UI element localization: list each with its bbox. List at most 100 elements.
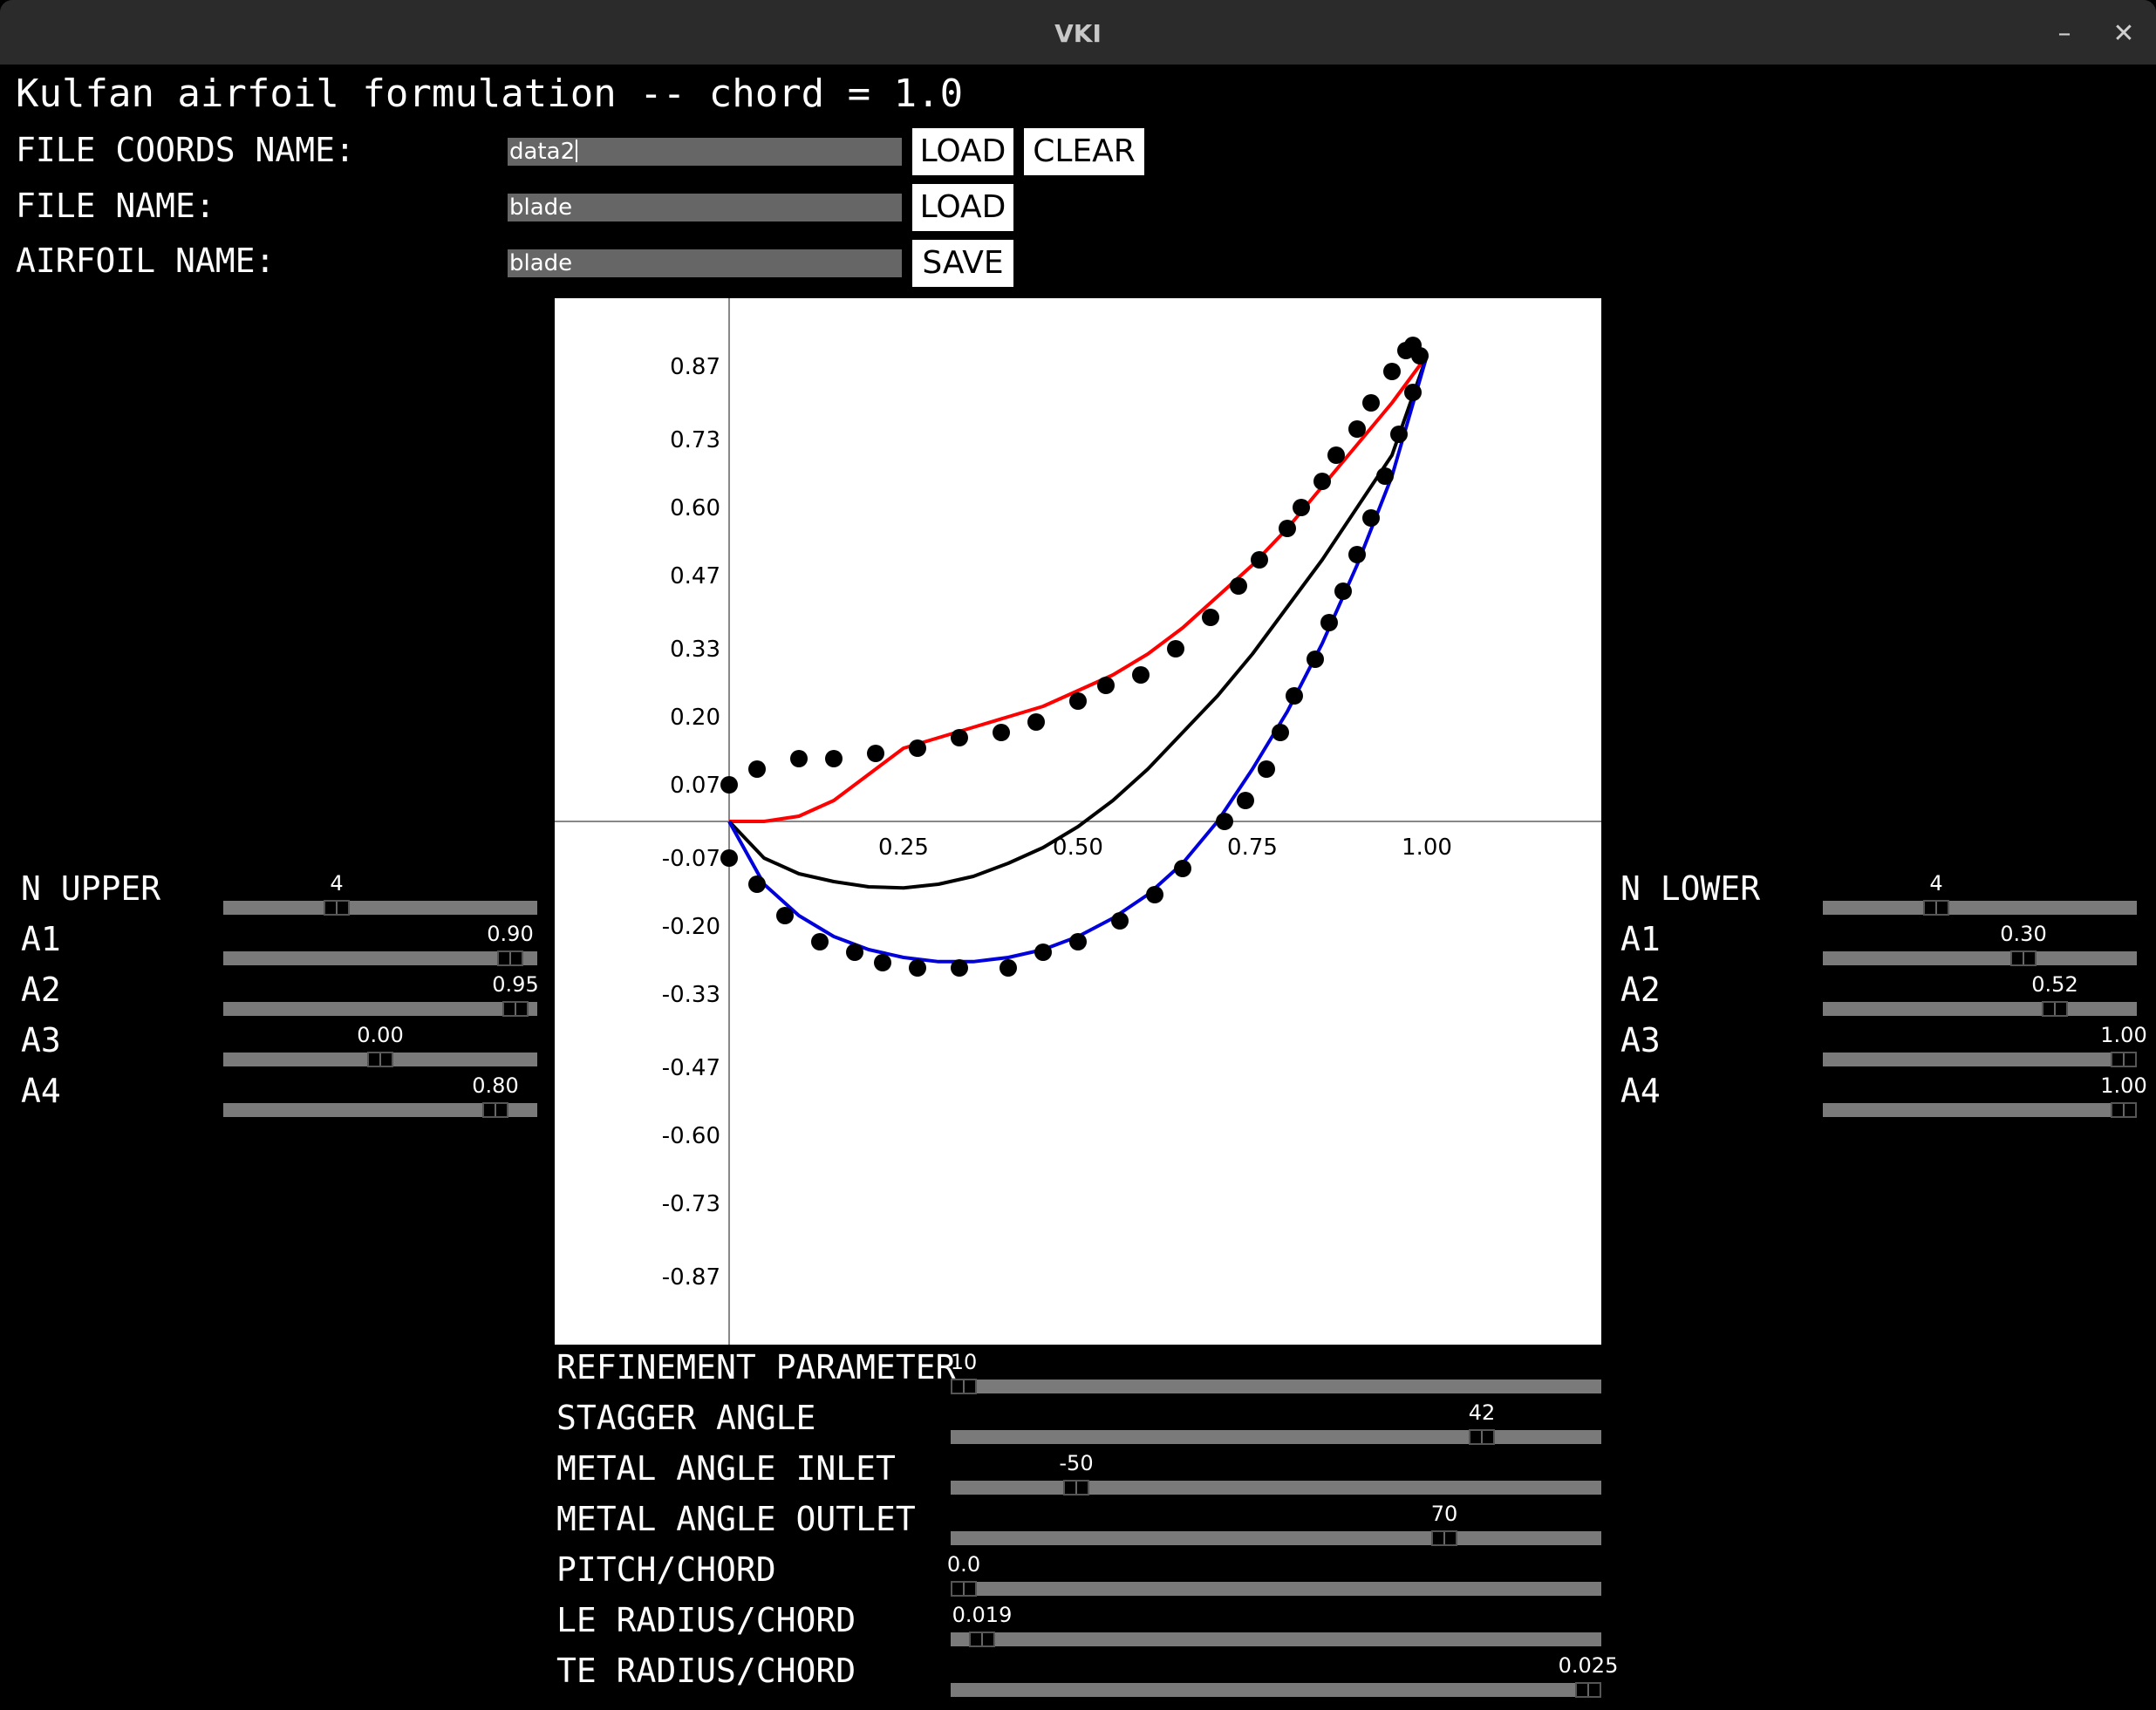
blade-param-slider[interactable] xyxy=(951,1581,1601,1597)
data-point xyxy=(1362,509,1380,527)
file-coords-value: data2 xyxy=(509,139,576,165)
text-caret xyxy=(576,140,578,162)
lower-param-label: A3 xyxy=(1620,1021,1661,1059)
lower-param-value: 0.52 xyxy=(2031,972,2078,997)
file-name-input[interactable]: blade xyxy=(508,194,902,221)
load-coords-button[interactable]: LOAD xyxy=(912,128,1013,175)
upper-param-slider[interactable] xyxy=(223,900,537,916)
slider-handle[interactable] xyxy=(2111,1102,2137,1118)
slider-handle[interactable] xyxy=(951,1379,977,1394)
lower-param-slider[interactable] xyxy=(1823,900,2137,916)
blade-param-value: 0.019 xyxy=(952,1603,1013,1627)
data-point xyxy=(1362,394,1380,412)
blade-param-value: -50 xyxy=(1059,1451,1094,1475)
slider-handle[interactable] xyxy=(1575,1682,1601,1698)
data-point xyxy=(776,907,794,924)
data-point xyxy=(1146,886,1163,903)
upper-param-slider[interactable] xyxy=(223,950,537,966)
slider-handle[interactable] xyxy=(1469,1429,1495,1445)
blade-param-slider[interactable] xyxy=(951,1379,1601,1394)
y-tick-label: -0.33 xyxy=(662,982,720,1008)
lower-param-value: 4 xyxy=(1929,871,1943,896)
blade-param-slider[interactable] xyxy=(951,1682,1601,1698)
upper-param-value: 0.95 xyxy=(492,972,539,997)
lower-param-label: A1 xyxy=(1620,920,1661,958)
data-point xyxy=(1327,446,1345,464)
data-point xyxy=(1286,687,1303,705)
blade-param-label: METAL ANGLE INLET xyxy=(556,1449,896,1488)
file-coords-label: FILE COORDS NAME: xyxy=(16,131,355,169)
data-point xyxy=(909,959,926,977)
clear-button[interactable]: CLEAR xyxy=(1024,128,1144,175)
blade-param-slider[interactable] xyxy=(951,1429,1601,1445)
blade-param-slider[interactable] xyxy=(951,1632,1601,1647)
load-file-button[interactable]: LOAD xyxy=(912,184,1013,231)
upper-param-value: 0.80 xyxy=(472,1073,519,1098)
blade-param-label: TE RADIUS/CHORD xyxy=(556,1652,856,1690)
slider-handle[interactable] xyxy=(482,1102,508,1118)
data-point xyxy=(1348,546,1366,563)
slider-handle[interactable] xyxy=(1923,900,1949,916)
lower-param-value: 1.00 xyxy=(2100,1023,2147,1047)
y-tick-label: 0.60 xyxy=(670,495,720,521)
x-tick-label: 0.50 xyxy=(1053,835,1103,861)
data-point xyxy=(874,954,891,971)
lower-param-value: 1.00 xyxy=(2100,1073,2147,1098)
file-coords-input[interactable]: data2 xyxy=(508,138,902,166)
data-point xyxy=(867,745,884,762)
slider-handle[interactable] xyxy=(2042,1001,2068,1017)
data-point xyxy=(1167,640,1184,657)
slider-handle[interactable] xyxy=(497,950,523,966)
blade-param-label: STAGGER ANGLE xyxy=(556,1399,816,1437)
data-point xyxy=(1293,499,1310,516)
upper-param-slider[interactable] xyxy=(223,1001,537,1017)
upper-param-value: 4 xyxy=(330,871,344,896)
data-point xyxy=(993,724,1010,741)
data-point xyxy=(1348,420,1366,438)
blade-param-label: LE RADIUS/CHORD xyxy=(556,1601,856,1639)
slider-handle[interactable] xyxy=(969,1632,995,1647)
slider-handle[interactable] xyxy=(324,900,350,916)
data-point xyxy=(748,875,766,893)
lower-param-slider[interactable] xyxy=(1823,1001,2137,1017)
blade-param-slider[interactable] xyxy=(951,1530,1601,1546)
data-point xyxy=(1132,666,1150,684)
data-point xyxy=(720,849,738,867)
blade-param-value: 42 xyxy=(1468,1400,1496,1425)
camber-line xyxy=(727,355,1429,890)
x-tick-label: 0.75 xyxy=(1227,835,1278,861)
data-point xyxy=(1230,577,1247,595)
upper-param-label: N UPPER xyxy=(21,869,161,908)
data-point xyxy=(1174,860,1191,877)
airfoil-name-input[interactable]: blade xyxy=(508,249,902,277)
lower-param-slider[interactable] xyxy=(1823,1052,2137,1067)
title-bar: VKI – ✕ xyxy=(0,0,2156,65)
close-icon[interactable]: ✕ xyxy=(2112,18,2135,49)
x-tick-label: 0.25 xyxy=(878,835,929,861)
data-point xyxy=(1111,912,1129,930)
slider-handle[interactable] xyxy=(502,1001,529,1017)
data-point xyxy=(1307,651,1324,668)
upper-param-slider[interactable] xyxy=(223,1102,537,1118)
slider-handle[interactable] xyxy=(951,1581,977,1597)
upper-param-slider[interactable] xyxy=(223,1052,537,1067)
lower-param-slider[interactable] xyxy=(1823,1102,2137,1118)
lower-param-label: A4 xyxy=(1620,1072,1661,1110)
slider-handle[interactable] xyxy=(2010,950,2037,966)
file-name-label: FILE NAME: xyxy=(16,187,215,225)
slider-handle[interactable] xyxy=(1063,1480,1089,1495)
minimize-icon[interactable]: – xyxy=(2057,18,2071,49)
blade-param-value: 0.0 xyxy=(946,1552,981,1577)
blade-param-slider[interactable] xyxy=(951,1480,1601,1495)
slider-handle[interactable] xyxy=(1431,1530,1457,1546)
save-button[interactable]: SAVE xyxy=(912,240,1013,287)
slider-handle[interactable] xyxy=(367,1052,393,1067)
lower-param-slider[interactable] xyxy=(1823,950,2137,966)
blade-param-label: PITCH/CHORD xyxy=(556,1550,776,1589)
data-point xyxy=(1411,347,1429,364)
slider-handle[interactable] xyxy=(2111,1052,2137,1067)
data-point xyxy=(1027,713,1045,731)
data-point xyxy=(825,750,843,767)
upper-param-label: A4 xyxy=(21,1072,61,1110)
